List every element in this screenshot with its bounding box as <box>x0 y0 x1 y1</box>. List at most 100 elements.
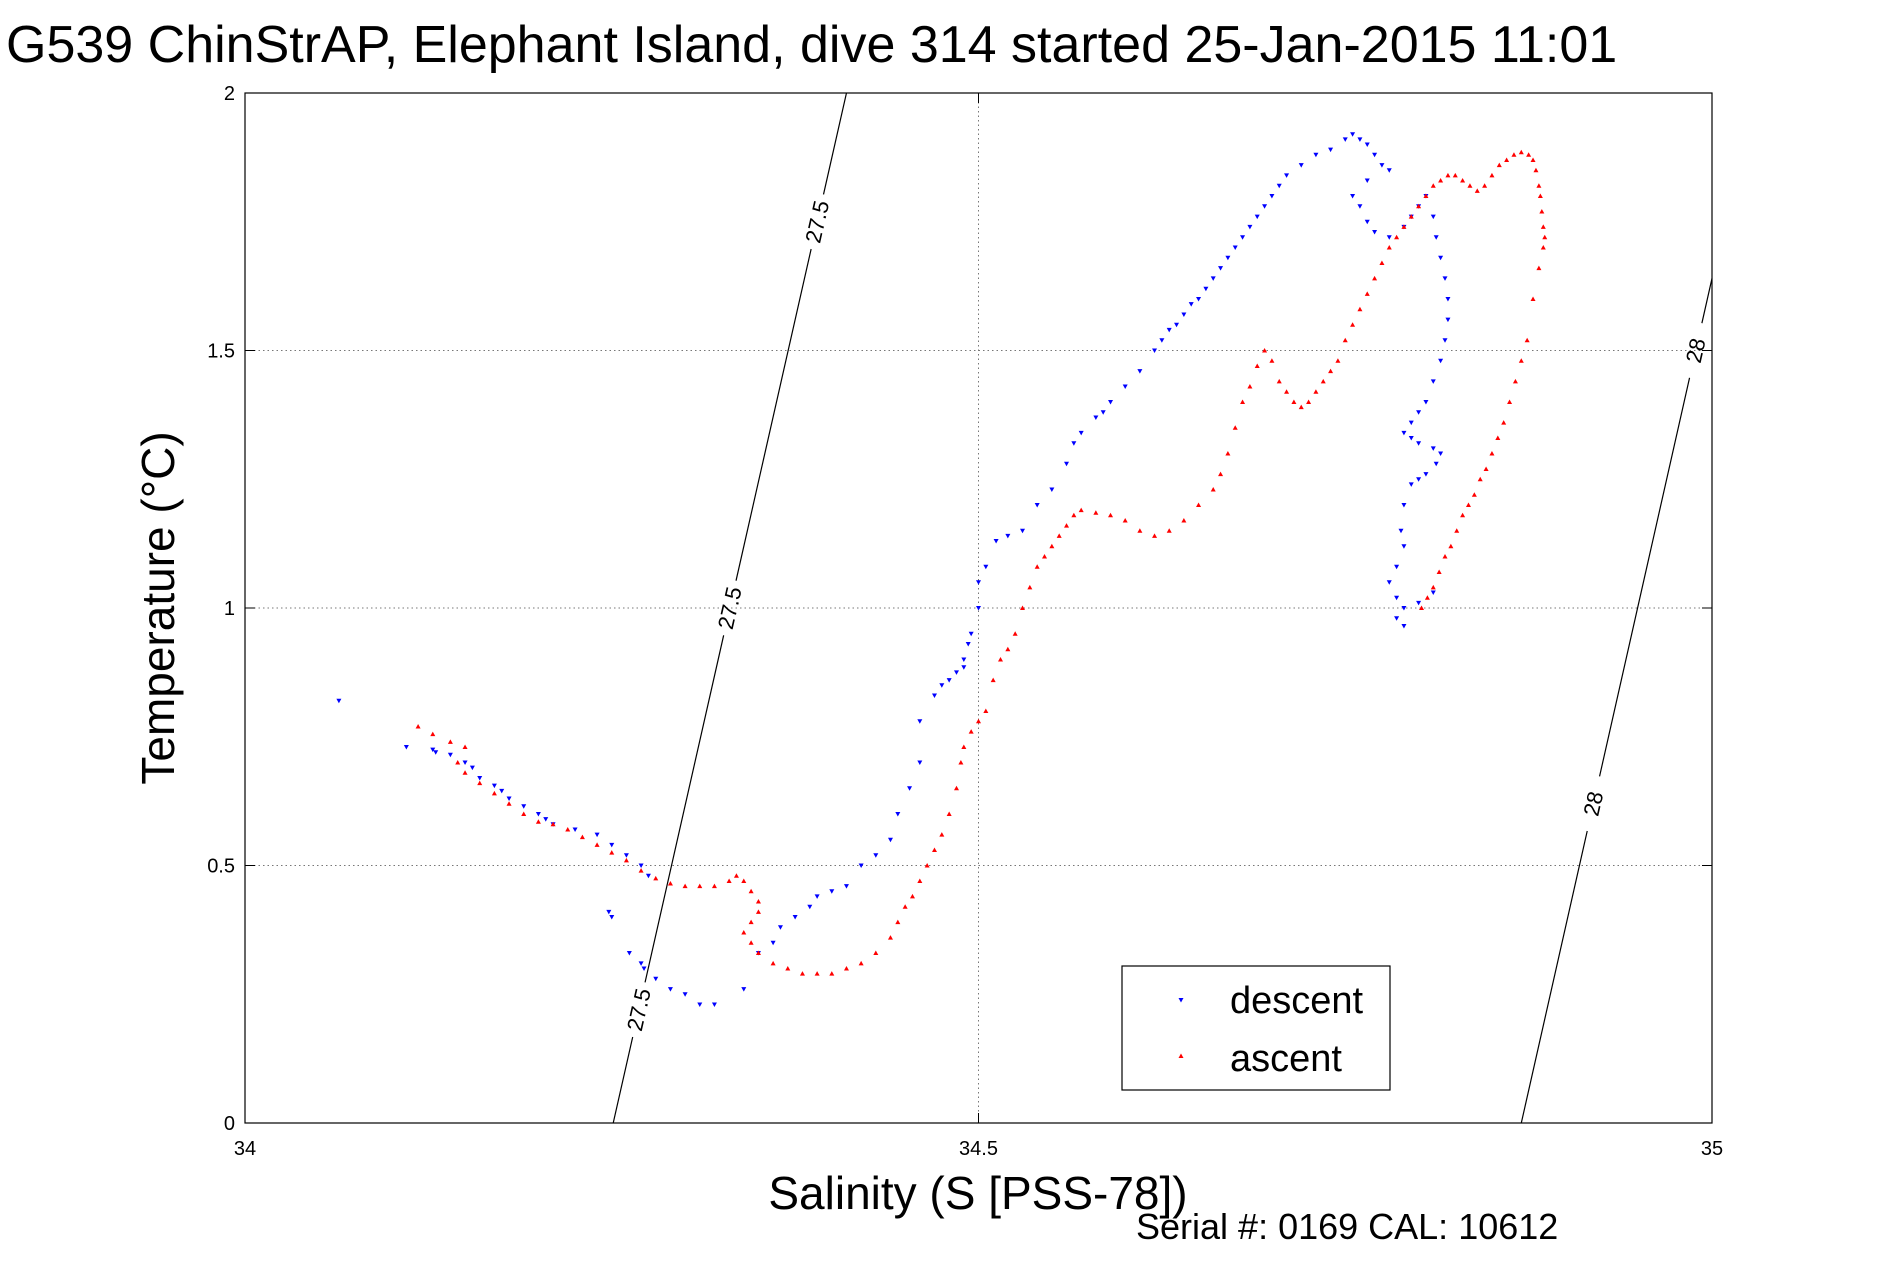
descent-point <box>792 915 798 920</box>
ascent-point <box>1064 523 1070 528</box>
descent-point <box>917 760 923 765</box>
serial-cal-label: Serial #: 0169 CAL: 10612 <box>1136 1206 1558 1247</box>
contour-label: 28 <box>1578 789 1608 818</box>
descent-point <box>645 873 651 879</box>
descent-point <box>1357 204 1363 209</box>
ascent-point <box>1460 178 1466 183</box>
descent-point <box>336 698 342 704</box>
ascent-point <box>1526 152 1532 157</box>
ascent-point <box>1501 420 1507 425</box>
ascent-point <box>1524 337 1530 343</box>
ascent-point <box>1477 476 1483 482</box>
descent-point <box>1438 358 1444 364</box>
descent-point <box>777 925 783 930</box>
descent-point <box>946 678 952 683</box>
descent-point <box>697 1002 703 1008</box>
ascent-point <box>1196 502 1202 507</box>
descent-point <box>1254 214 1260 220</box>
chart-title: G539 ChinStrAP, Elephant Island, dive 31… <box>6 16 1617 74</box>
descent-point <box>1100 410 1106 415</box>
descent-point <box>1445 297 1451 302</box>
ascent-point <box>1034 564 1040 569</box>
ascent-point <box>1291 399 1297 404</box>
ascent-point <box>1460 512 1466 518</box>
ascent-point <box>1284 389 1290 394</box>
descent-point <box>1401 624 1407 629</box>
descent-point <box>1232 245 1238 250</box>
descent-point <box>770 940 776 946</box>
descent-point <box>477 775 483 781</box>
ascent-point <box>1518 358 1524 363</box>
ascent-point <box>1530 157 1536 162</box>
ascent-point <box>1012 631 1018 636</box>
descent-point <box>469 765 475 771</box>
ascent-point <box>1122 517 1128 523</box>
ascent-point <box>741 878 747 883</box>
descent-point <box>1430 446 1436 451</box>
ascent-point <box>594 842 600 847</box>
descent-point <box>1203 286 1209 292</box>
descent-point <box>1423 472 1429 477</box>
descent-point <box>1372 230 1378 235</box>
descent-point <box>1269 194 1275 199</box>
ascent-point <box>1436 569 1442 574</box>
ascent-point <box>1210 487 1216 492</box>
descent-point <box>1159 338 1165 343</box>
descent-point <box>1093 415 1099 420</box>
descent-point <box>1166 327 1172 333</box>
descent-point <box>1408 482 1414 487</box>
legend-ascent-label: ascent <box>1230 1038 1342 1080</box>
descent-point <box>965 642 971 647</box>
descent-point <box>1276 183 1282 189</box>
ascent-point <box>968 729 974 734</box>
ascent-point <box>983 708 989 713</box>
ascent-point <box>1078 507 1084 513</box>
descent-point <box>1328 147 1334 153</box>
ascent-point <box>1071 512 1077 518</box>
descent-point <box>1430 590 1436 596</box>
legend-box <box>1121 965 1391 1091</box>
ascent-point <box>799 971 805 976</box>
ascent-point <box>1042 554 1048 559</box>
ascent-point <box>726 878 732 883</box>
ascent-point <box>961 744 967 750</box>
ascent-point <box>976 718 981 724</box>
legend-descent-marker <box>1178 998 1184 1003</box>
descent-point <box>873 853 879 858</box>
descent-point <box>1386 580 1392 585</box>
ascent-point <box>829 971 835 976</box>
descent-point <box>626 951 632 956</box>
ascent-point <box>873 950 879 956</box>
ascent-point <box>1166 528 1172 533</box>
contour-line <box>735 248 812 581</box>
descent-point <box>993 539 999 544</box>
ascent-point <box>1454 528 1460 533</box>
descent-point <box>1284 173 1290 178</box>
contour-line <box>1701 278 1713 324</box>
descent-point <box>1401 503 1407 508</box>
ascent-point <box>755 899 761 904</box>
x-tick-label: 34.5 <box>959 1138 998 1160</box>
ascent-point <box>430 731 436 737</box>
ascent-point <box>1438 178 1444 183</box>
ascent-point <box>1482 183 1488 188</box>
descent-point <box>1218 266 1224 271</box>
descent-point <box>1423 400 1429 405</box>
ascent-point <box>990 677 996 683</box>
descent-point <box>1188 302 1194 307</box>
ascent-point <box>1254 363 1260 368</box>
descent-point <box>1225 255 1231 261</box>
contour-line <box>1520 830 1588 1124</box>
ascent-point <box>1379 260 1385 265</box>
ascent-point <box>1489 172 1495 178</box>
y-tick-label: 0 <box>224 1113 235 1135</box>
data-points <box>336 132 1548 1008</box>
ascent-point <box>1401 224 1407 229</box>
ascent-point <box>565 826 571 832</box>
descent-point <box>1438 451 1444 456</box>
ascent-point <box>1536 265 1542 271</box>
ascent-point <box>1489 451 1495 456</box>
ascent-point <box>1320 378 1326 384</box>
ascent-point <box>1465 502 1471 507</box>
